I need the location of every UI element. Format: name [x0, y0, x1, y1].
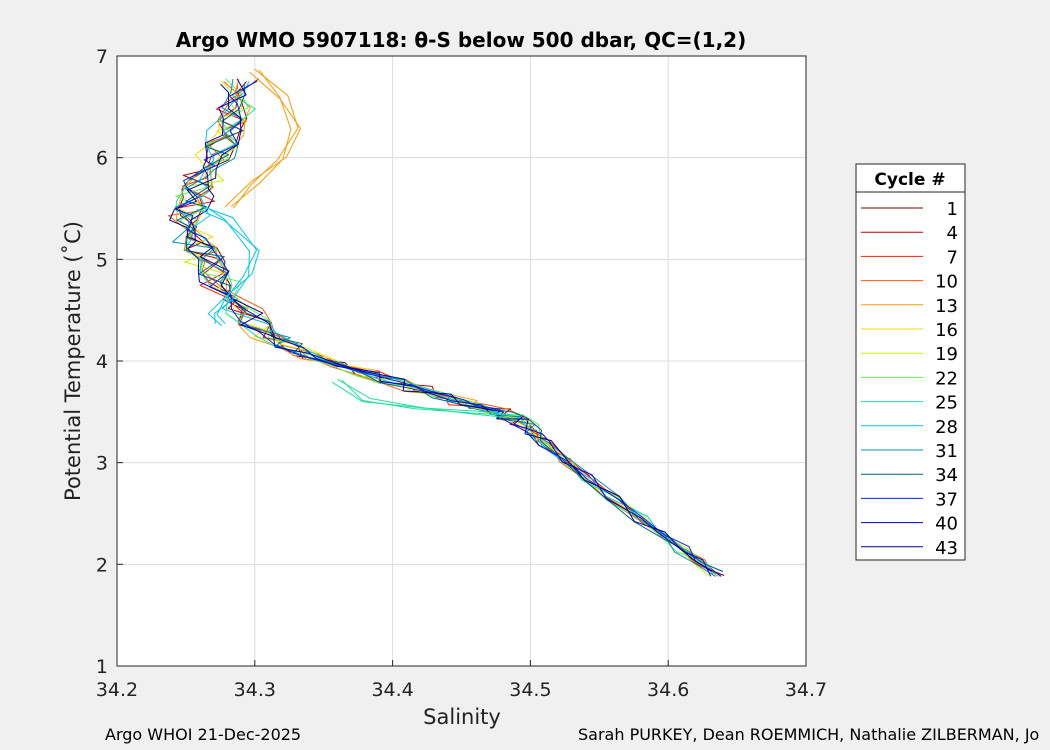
y-tick-label: 6	[96, 148, 108, 170]
plot-border	[116, 55, 807, 667]
anomaly-trace	[206, 206, 251, 324]
legend-label-1: 1	[947, 199, 958, 220]
legend-label-34: 34	[935, 465, 958, 486]
x-tick-label: 34.6	[647, 679, 689, 701]
chart-title: Argo WMO 5907118: θ-S below 500 dbar, QC…	[176, 28, 746, 52]
y-tick-label: 7	[96, 46, 108, 68]
anomaly-trace	[230, 69, 292, 207]
x-tick-label: 34.4	[371, 679, 413, 701]
x-tick-label: 34.5	[509, 679, 551, 701]
legend-label-16: 16	[935, 320, 958, 341]
legend-title: Cycle #	[874, 170, 945, 190]
legend-label-10: 10	[935, 272, 958, 293]
y-tick-label: 4	[96, 351, 108, 373]
x-tick-label: 34.7	[785, 679, 827, 701]
cycle-traces	[167, 68, 725, 577]
legend-label-19: 19	[935, 344, 958, 365]
y-tick-label: 3	[96, 453, 108, 475]
anomaly-trace	[341, 379, 523, 417]
anomaly-trace	[331, 381, 514, 416]
y-tick-labels: 1 2 3 4 5 6 7	[96, 46, 108, 678]
cycle-trace-40	[187, 78, 712, 577]
legend-label-43: 43	[935, 538, 958, 559]
anomaly-trace	[224, 71, 302, 208]
legend-label-22: 22	[935, 368, 958, 389]
y-axis-label: Potential Temperature (˚C)	[61, 221, 85, 501]
legend-label-25: 25	[935, 393, 958, 414]
legend-label-7: 7	[947, 247, 958, 268]
x-tick-label: 34.2	[96, 679, 138, 701]
y-tick-label: 5	[96, 249, 108, 271]
cycle-trace-34	[176, 84, 724, 572]
anomaly-trace	[202, 206, 258, 324]
footer-left: Argo WHOI 21-Dec-2025	[105, 725, 302, 744]
anomaly-trace	[233, 68, 299, 209]
x-tick-label: 34.3	[234, 679, 276, 701]
legend-label-13: 13	[935, 296, 958, 317]
y-tick-label: 2	[96, 554, 108, 576]
x-axis-label: Salinity	[423, 705, 501, 729]
x-tick-labels: 34.2 34.3 34.4 34.5 34.6 34.7	[96, 679, 827, 701]
anomaly-trace	[197, 208, 260, 327]
legend-label-4: 4	[947, 223, 958, 244]
cycle-trace-43	[169, 83, 713, 572]
y-tick-label: 1	[96, 656, 108, 678]
legend-label-31: 31	[935, 441, 958, 462]
grid-lines	[116, 55, 807, 667]
legend: Cycle # 1 4 7 10 13 16 19 22 25 28 31 34 37 40 43	[855, 163, 966, 561]
legend-entries: 1 4 7 10 13 16 19 22 25 28 31 34 37 40 43	[861, 199, 958, 559]
footer-right: Sarah PURKEY, Dean ROEMMICH, Nathalie ZI…	[578, 725, 1040, 744]
legend-label-37: 37	[935, 489, 958, 510]
cycle-trace-28	[185, 81, 717, 576]
legend-label-28: 28	[935, 417, 958, 438]
legend-label-40: 40	[935, 514, 958, 535]
legend-box	[855, 163, 966, 561]
